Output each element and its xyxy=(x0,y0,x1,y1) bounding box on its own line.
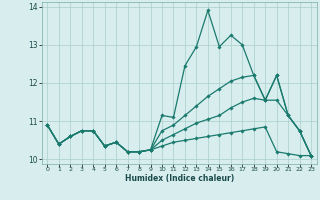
X-axis label: Humidex (Indice chaleur): Humidex (Indice chaleur) xyxy=(124,174,234,183)
